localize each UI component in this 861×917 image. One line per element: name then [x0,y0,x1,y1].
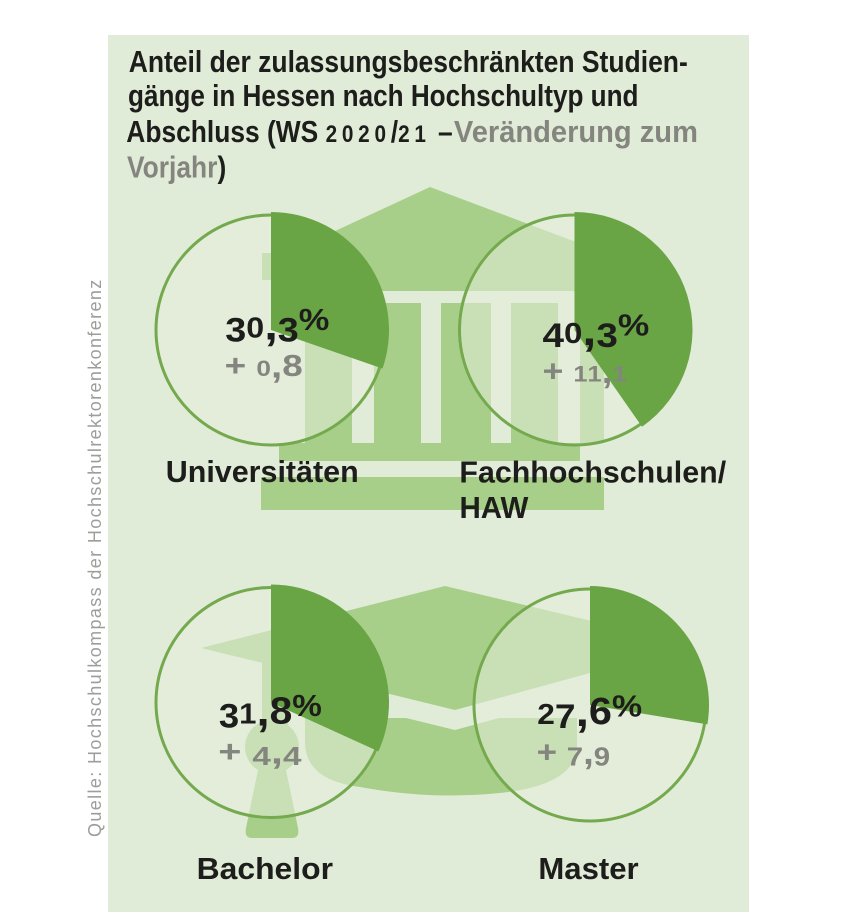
svg-text:27,6%: 27,6% [537,686,642,736]
svg-text:Quelle: Hochschulkompass der H: Quelle: Hochschulkompass der Hochschulre… [85,278,105,837]
svg-text:HAW: HAW [460,491,529,525]
svg-text:Fachhochschulen/: Fachhochschulen/ [459,454,726,489]
svg-text:Universitäten: Universitäten [166,454,359,489]
svg-text:Abschluss (WS 2020/21 –: Abschluss (WS 2020/21 – [126,115,452,149]
svg-text:+ 11,1: + 11,1 [543,352,627,390]
svg-text:31,8%: 31,8% [219,686,322,735]
svg-text:30,3%: 30,3% [225,300,329,349]
svg-text:Veränderung zum: Veränderung zum [454,115,698,149]
svg-text:Master: Master [538,851,638,886]
svg-text:Vorjahr): Vorjahr) [127,151,226,185]
svg-text:+ 7,9: + 7,9 [537,733,611,771]
svg-text:Bachelor: Bachelor [197,851,333,886]
svg-text:gänge in Hessen nach Hochschul: gänge in Hessen nach Hochschultyp und [128,79,638,113]
svg-text:+ 0,8: + 0,8 [225,347,303,385]
svg-text:Anteil der zulassungsbeschränk: Anteil der zulassungsbeschränkten Studie… [129,45,688,79]
svg-text:40,3%: 40,3% [543,305,650,355]
svg-text:+ 4,4: + 4,4 [218,734,302,771]
